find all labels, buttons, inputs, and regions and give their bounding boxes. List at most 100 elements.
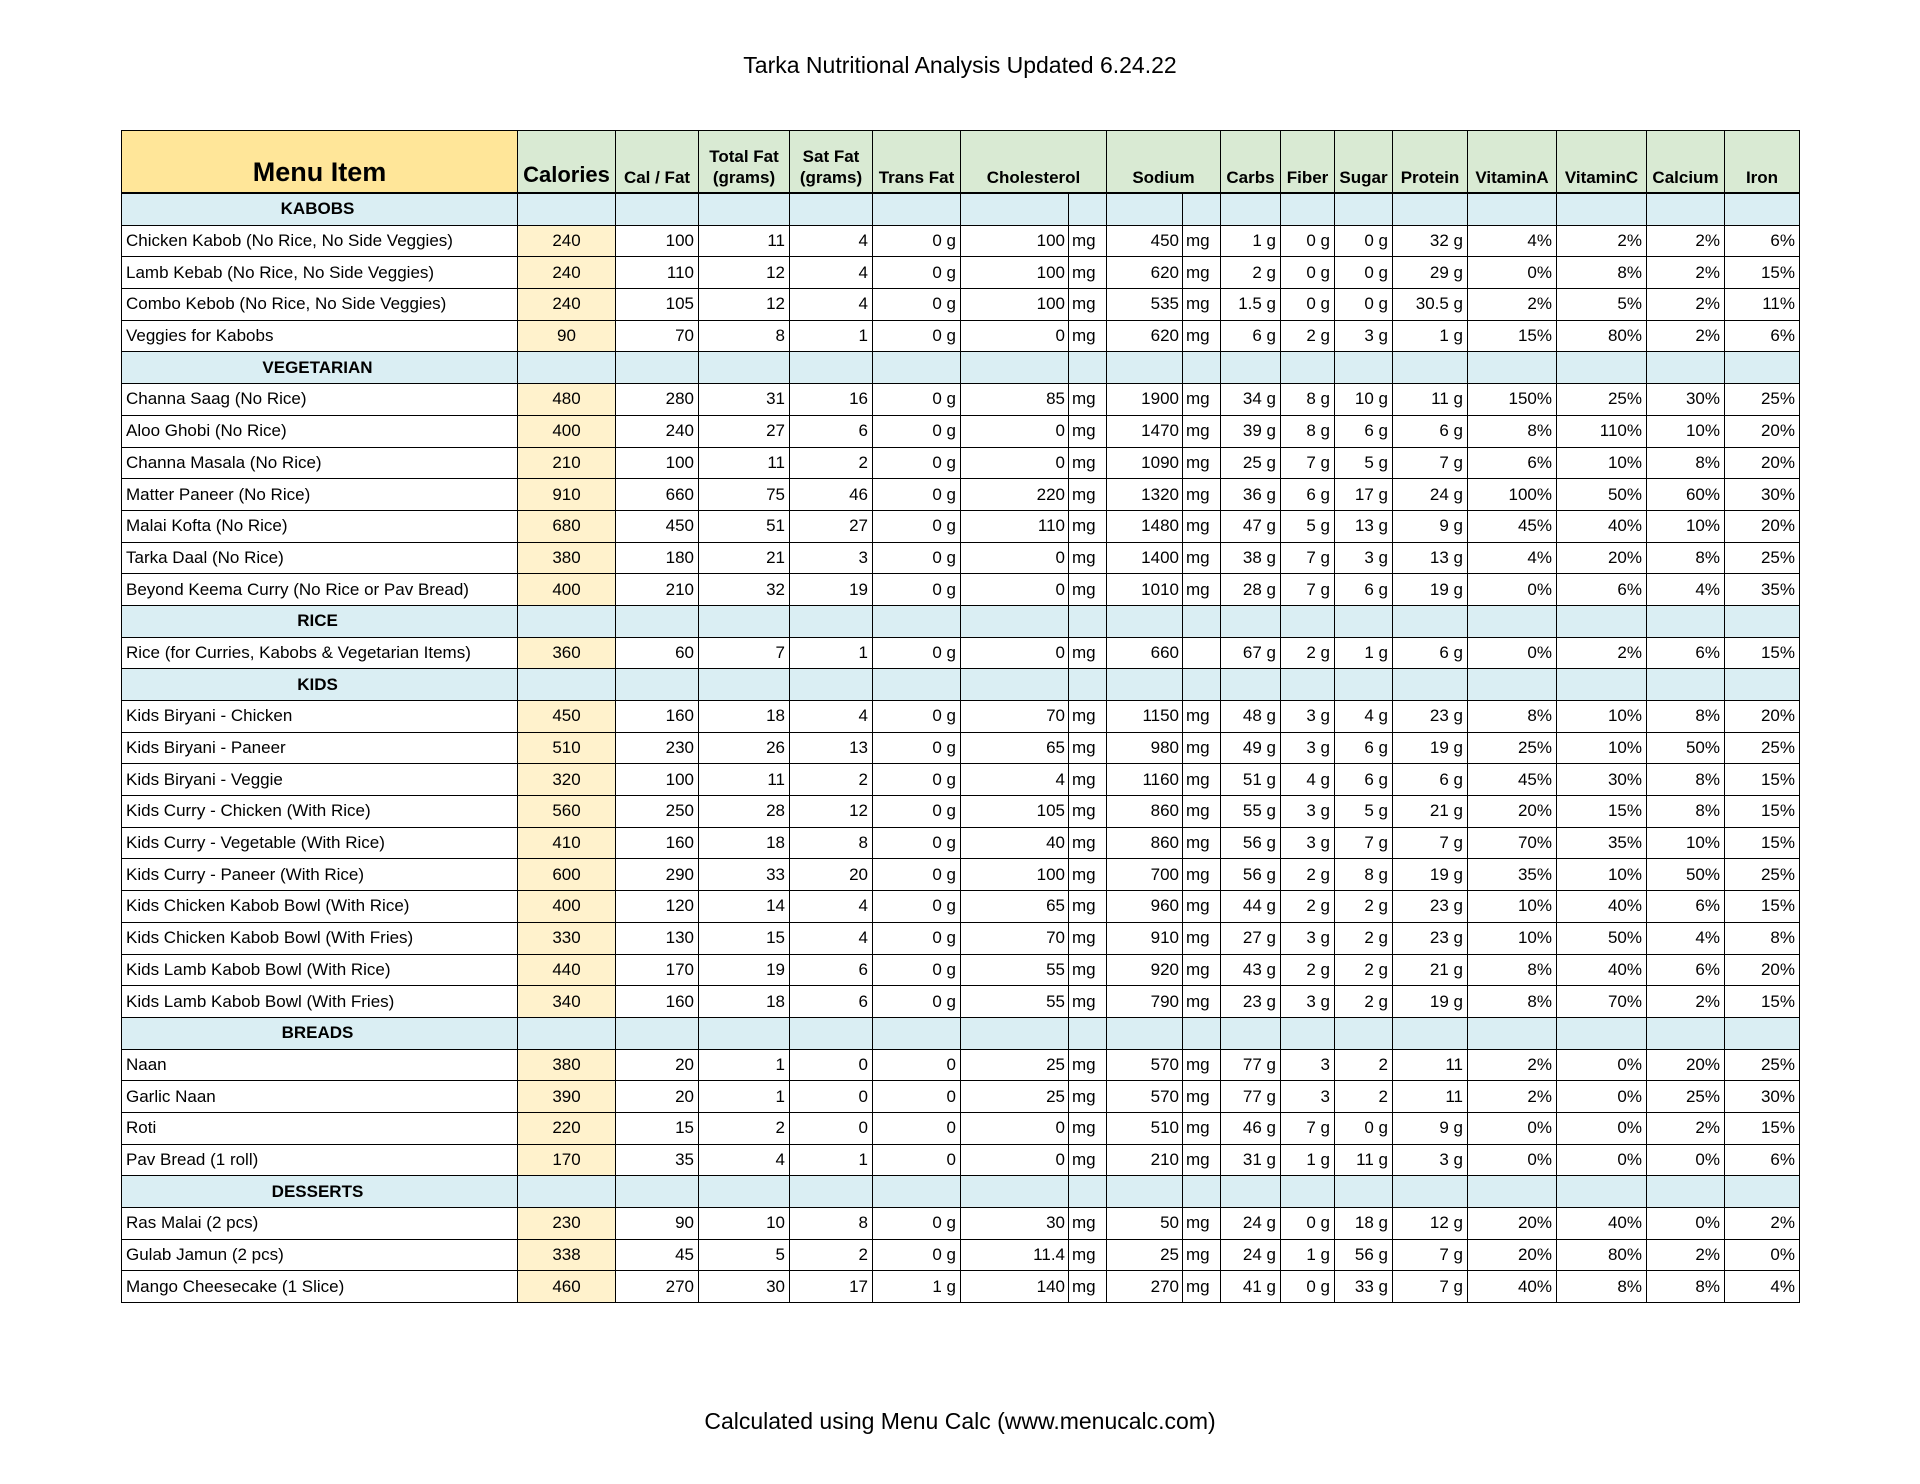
- vitamin-c-cell: 10%: [1556, 700, 1647, 733]
- cholesterol-unit-cell: mg: [1068, 985, 1107, 1018]
- table-row: Chicken Kabob (No Rice, No Side Veggies)…: [121, 224, 1800, 258]
- table-row: Kids Lamb Kabob Bowl (With Fries) 340 160 1…: [121, 985, 1800, 1018]
- iron-cell: 25%: [1724, 858, 1800, 892]
- page-title: Tarka Nutritional Analysis Updated 6.24.…: [743, 52, 1177, 78]
- total-fat-cell: 2: [698, 1111, 790, 1145]
- header-trans-fat: Trans Fat: [872, 130, 961, 194]
- sodium-unit-cell: mg: [1182, 890, 1221, 923]
- cholesterol-unit-cell: mg: [1068, 541, 1107, 575]
- section-cell: [1392, 604, 1468, 638]
- section-cell: [1467, 1175, 1557, 1208]
- total-fat-cell: 5: [698, 1238, 790, 1272]
- menu-item-cell: Kids Biryani - Veggie: [121, 763, 518, 797]
- menu-item-cell: Pav Bread (1 roll): [121, 1143, 518, 1177]
- sat-fat-cell: 8: [789, 826, 873, 860]
- total-fat-cell: 31: [698, 383, 790, 416]
- trans-fat-cell: 0 g: [872, 731, 961, 765]
- carbs-cell: 38 g: [1220, 541, 1281, 575]
- cholesterol-value-cell: 70: [960, 700, 1069, 733]
- section-cell: [1646, 668, 1725, 701]
- cal-fat-cell: 210: [615, 573, 699, 606]
- section-cell: [698, 1016, 790, 1050]
- section-cell: [1280, 192, 1335, 226]
- vitamin-a-cell: 2%: [1467, 1048, 1557, 1082]
- section-cell: [872, 351, 961, 385]
- carbs-cell: 49 g: [1220, 731, 1281, 765]
- calcium-cell: 4%: [1646, 573, 1725, 606]
- cholesterol-value-cell: 0: [960, 319, 1069, 353]
- cholesterol-value-cell: 25: [960, 1048, 1069, 1082]
- sat-fat-cell: 12: [789, 795, 873, 828]
- trans-fat-cell: 0 g: [872, 890, 961, 923]
- menu-item-cell: Garlic Naan: [121, 1080, 518, 1113]
- vitamin-a-cell: 100%: [1467, 478, 1557, 511]
- cholesterol-value-cell: 100: [960, 224, 1069, 258]
- trans-fat-cell: 0: [872, 1080, 961, 1113]
- section-cell: [1334, 1016, 1393, 1050]
- cholesterol-value-cell: 100: [960, 256, 1069, 290]
- cholesterol-unit-cell: mg: [1068, 478, 1107, 511]
- vitamin-c-cell: 110%: [1556, 414, 1647, 448]
- table-row: Beyond Keema Curry (No Rice or Pav Bread…: [121, 573, 1800, 606]
- sodium-unit-cell: mg: [1182, 1270, 1221, 1304]
- section-cell: [1068, 604, 1107, 638]
- carbs-cell: 36 g: [1220, 478, 1281, 511]
- section-cell: [1106, 668, 1183, 701]
- section-cell: [1334, 668, 1393, 701]
- total-fat-cell: 32: [698, 573, 790, 606]
- sodium-value-cell: 980: [1106, 731, 1183, 765]
- vitamin-c-cell: 40%: [1556, 890, 1647, 923]
- protein-cell: 13 g: [1392, 541, 1468, 575]
- calcium-cell: 8%: [1646, 700, 1725, 733]
- cholesterol-unit-cell: mg: [1068, 383, 1107, 416]
- sodium-unit-cell: mg: [1182, 1143, 1221, 1177]
- sodium-unit-cell: mg: [1182, 1238, 1221, 1272]
- total-fat-cell: 12: [698, 256, 790, 290]
- total-fat-cell: 15: [698, 921, 790, 955]
- trans-fat-cell: 0 g: [872, 985, 961, 1018]
- sodium-value-cell: 270: [1106, 1270, 1183, 1304]
- section-cell: [615, 1016, 699, 1050]
- sugar-cell: 17 g: [1334, 478, 1393, 511]
- sat-fat-cell: 46: [789, 478, 873, 511]
- cal-fat-cell: 240: [615, 414, 699, 448]
- header-vitamin-c: VitaminC: [1556, 130, 1647, 194]
- vitamin-c-cell: 10%: [1556, 446, 1647, 480]
- sat-fat-cell: 16: [789, 383, 873, 416]
- sodium-value-cell: 920: [1106, 953, 1183, 987]
- sat-fat-cell: 4: [789, 890, 873, 923]
- cal-fat-cell: 35: [615, 1143, 699, 1177]
- calcium-cell: 8%: [1646, 446, 1725, 480]
- iron-cell: 15%: [1724, 826, 1800, 860]
- table-body: KABOBS Chicken Kabob (No Rice, No Side Ve…: [121, 192, 1800, 1304]
- trans-fat-cell: 0: [872, 1111, 961, 1145]
- iron-cell: 25%: [1724, 1048, 1800, 1082]
- vitamin-c-cell: 30%: [1556, 763, 1647, 797]
- sugar-cell: 5 g: [1334, 446, 1393, 480]
- cholesterol-value-cell: 55: [960, 953, 1069, 987]
- sodium-unit-cell: mg: [1182, 446, 1221, 480]
- calcium-cell: 8%: [1646, 541, 1725, 575]
- vitamin-c-cell: 40%: [1556, 953, 1647, 987]
- menu-item-cell: Veggies for Kabobs: [121, 319, 518, 353]
- sodium-value-cell: 450: [1106, 224, 1183, 258]
- fiber-cell: 2 g: [1280, 636, 1335, 670]
- cal-fat-cell: 170: [615, 953, 699, 987]
- trans-fat-cell: 1 g: [872, 1270, 961, 1304]
- sodium-value-cell: 790: [1106, 985, 1183, 1018]
- cal-fat-cell: 100: [615, 763, 699, 797]
- section-cell: [1556, 351, 1647, 385]
- sugar-cell: 3 g: [1334, 319, 1393, 353]
- cholesterol-value-cell: 55: [960, 985, 1069, 1018]
- sugar-cell: 56 g: [1334, 1238, 1393, 1272]
- calcium-cell: 0%: [1646, 1143, 1725, 1177]
- section-cell: [698, 192, 790, 226]
- protein-cell: 11 g: [1392, 383, 1468, 416]
- menu-item-cell: Tarka Daal (No Rice): [121, 541, 518, 575]
- trans-fat-cell: 0 g: [872, 414, 961, 448]
- table-row: Kids Lamb Kabob Bowl (With Rice) 440 170 19…: [121, 953, 1800, 987]
- cal-fat-cell: 20: [615, 1080, 699, 1113]
- iron-cell: 6%: [1724, 1143, 1800, 1177]
- iron-cell: 30%: [1724, 478, 1800, 511]
